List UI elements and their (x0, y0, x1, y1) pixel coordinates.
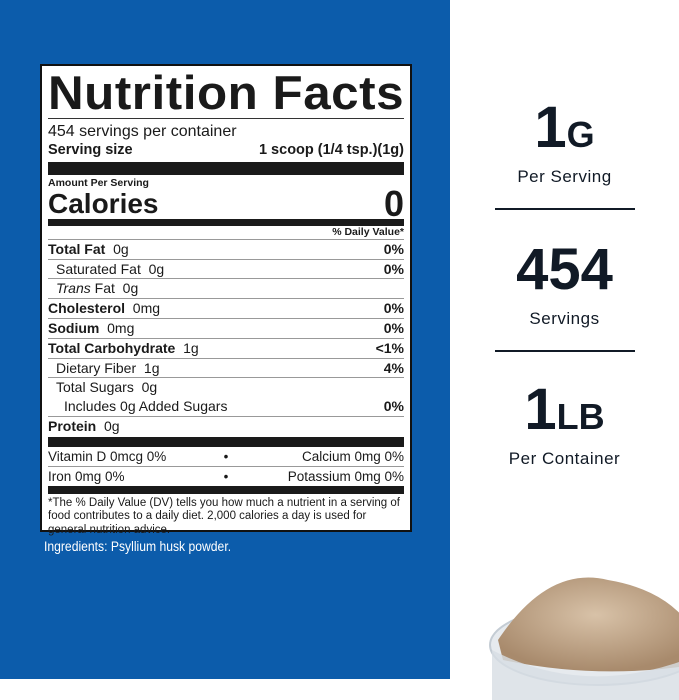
micro-right: Calcium 0mg 0% (301, 448, 404, 464)
calories-value: 0 (383, 182, 404, 224)
nutrient-amount: 0mg (107, 319, 135, 336)
psyllium-bowl-image (489, 577, 679, 700)
nutrient-name: Total Carbohydrate (48, 339, 176, 356)
label-title: Nutrition Facts (48, 66, 405, 119)
nutrient-amount: 0mg (132, 300, 161, 317)
serving-size-label: Serving size (48, 142, 133, 158)
ingredients: Ingredients: Psyllium husk powder. (44, 539, 232, 554)
nutrient-name: Total Fat (48, 240, 106, 257)
divider (495, 208, 635, 210)
nutrient-dv: 4% (383, 359, 404, 376)
nutrient-row-total-carbohydrate: Total Carbohydrate 1g <1% (48, 339, 404, 359)
nutrient-amount: 0g (122, 280, 139, 297)
nutrient-amount: 0g (141, 379, 158, 396)
nutrient-row-dietary-fiber: Dietary Fiber 1g 4% (48, 359, 404, 379)
serving-size-value: 1 scoop (1/4 tsp.)(1g) (258, 142, 404, 158)
nutrient-amount: 1g (143, 359, 160, 376)
nutrient-dv: 0% (383, 398, 404, 415)
dv-header: % Daily Value* (48, 226, 404, 240)
nutrient-name: Includes 0g Added Sugars (64, 398, 228, 415)
stat-unit: G (566, 114, 595, 155)
nutrient-dv: 0% (383, 300, 404, 317)
nutrient-name: Sodium (48, 319, 100, 336)
nutrient-amount: 1g (183, 339, 199, 356)
nutrition-facts-label: Nutrition Facts 454 servings per contain… (40, 64, 412, 536)
stat-label: Servings (529, 309, 600, 328)
nutrient-name: Dietary Fiber (56, 359, 137, 376)
nutrient-dv: 0% (383, 260, 404, 277)
calories-row: Calories 0 (48, 182, 404, 224)
nutrient-name: Trans (56, 280, 91, 297)
nutrient-row-sodium: Sodium 0mg 0% (48, 319, 404, 339)
stat-serving-size: 1G Per Serving (450, 98, 679, 187)
thick-divider (48, 218, 404, 226)
stat-label: Per Serving (517, 167, 612, 186)
micronutrient-row: Vitamin D 0mcg 0% • Calcium 0mg 0% (48, 447, 404, 467)
nutrient-amount: 0g (148, 260, 165, 277)
bullet: • (223, 468, 229, 484)
thick-divider (48, 436, 404, 447)
micro-right: Potassium 0mg 0% (287, 468, 404, 484)
micronutrient-row: Iron 0mg 0% • Potassium 0mg 0% (48, 467, 404, 486)
nutrient-amount: 0g (113, 240, 129, 257)
nutrient-name: Protein (48, 417, 97, 434)
stat-unit: LB (556, 396, 605, 437)
nutrient-name: Fat (94, 280, 115, 297)
nutrient-amount: 0g (104, 417, 120, 434)
micro-left: Iron 0mg 0% (48, 468, 125, 484)
stat-value: 454 (516, 237, 613, 302)
nutrient-dv: 0% (383, 240, 404, 257)
servings-per-container: 454 servings per container (48, 123, 237, 140)
nutrient-name: Saturated Fat (56, 260, 141, 277)
nutrient-row-cholesterol: Cholesterol 0mg 0% (48, 299, 404, 319)
divider (495, 350, 635, 352)
stat-container: 1LB Per Container (450, 380, 679, 469)
nutrient-row-added-sugars: Includes 0g Added Sugars 0% (48, 397, 404, 417)
thick-divider (48, 161, 404, 175)
stat-servings: 454 Servings (450, 240, 679, 329)
micro-left: Vitamin D 0mcg 0% (48, 448, 167, 464)
nutrient-row-trans-fat: Trans Fat 0g (48, 279, 404, 300)
thick-divider (48, 485, 404, 494)
nutrient-dv: 0% (383, 319, 404, 336)
stat-value: 1 (534, 95, 567, 160)
calories-label: Calories (48, 187, 159, 219)
stat-value: 1 (524, 377, 557, 442)
nutrient-row-total-fat: Total Fat 0g 0% (48, 240, 404, 260)
nutrient-dv: <1% (375, 339, 404, 356)
nutrient-name: Cholesterol (48, 300, 126, 317)
nutrient-row-protein: Protein 0g (48, 417, 404, 436)
nutrient-row-saturated-fat: Saturated Fat 0g 0% (48, 260, 404, 280)
serving-size-row: Serving size 1 scoop (1/4 tsp.)(1g) (48, 141, 404, 160)
stat-label: Per Container (508, 449, 621, 468)
amount-per-serving: Amount Per Serving (48, 176, 149, 189)
footnote: *The % Daily Value (DV) tells you how mu… (48, 496, 400, 536)
divider (48, 118, 404, 119)
nutrient-name: Total Sugars (56, 379, 134, 396)
bullet: • (223, 448, 229, 464)
nutrient-row-total-sugars: Total Sugars 0g (48, 378, 404, 397)
